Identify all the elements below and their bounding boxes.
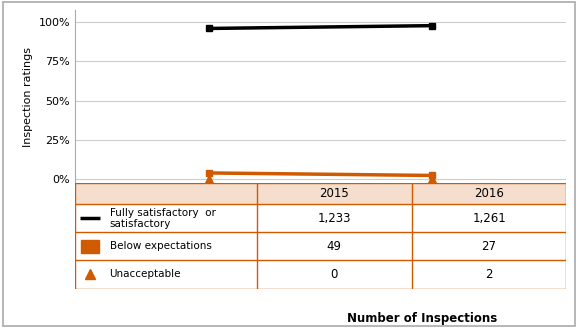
Text: 49: 49 bbox=[327, 240, 342, 253]
Bar bbox=[75, 183, 566, 204]
Text: Below expectations: Below expectations bbox=[110, 241, 212, 251]
Bar bbox=[75, 232, 566, 260]
Text: Unacceptable: Unacceptable bbox=[110, 269, 181, 279]
Bar bbox=[75, 204, 566, 232]
Bar bbox=[75, 260, 566, 289]
Bar bbox=[81, 240, 99, 253]
Text: Fully satisfactory  or
satisfactory: Fully satisfactory or satisfactory bbox=[110, 208, 216, 229]
Text: 2016: 2016 bbox=[474, 188, 504, 200]
Text: 2015: 2015 bbox=[320, 188, 349, 200]
Text: 2: 2 bbox=[486, 268, 493, 281]
Text: Number of Inspections: Number of Inspections bbox=[347, 312, 497, 325]
Text: 1,261: 1,261 bbox=[472, 212, 506, 225]
Text: 1,233: 1,233 bbox=[317, 212, 351, 225]
Text: 0: 0 bbox=[331, 268, 338, 281]
Y-axis label: Inspection ratings: Inspection ratings bbox=[23, 47, 33, 147]
Text: 27: 27 bbox=[481, 240, 497, 253]
